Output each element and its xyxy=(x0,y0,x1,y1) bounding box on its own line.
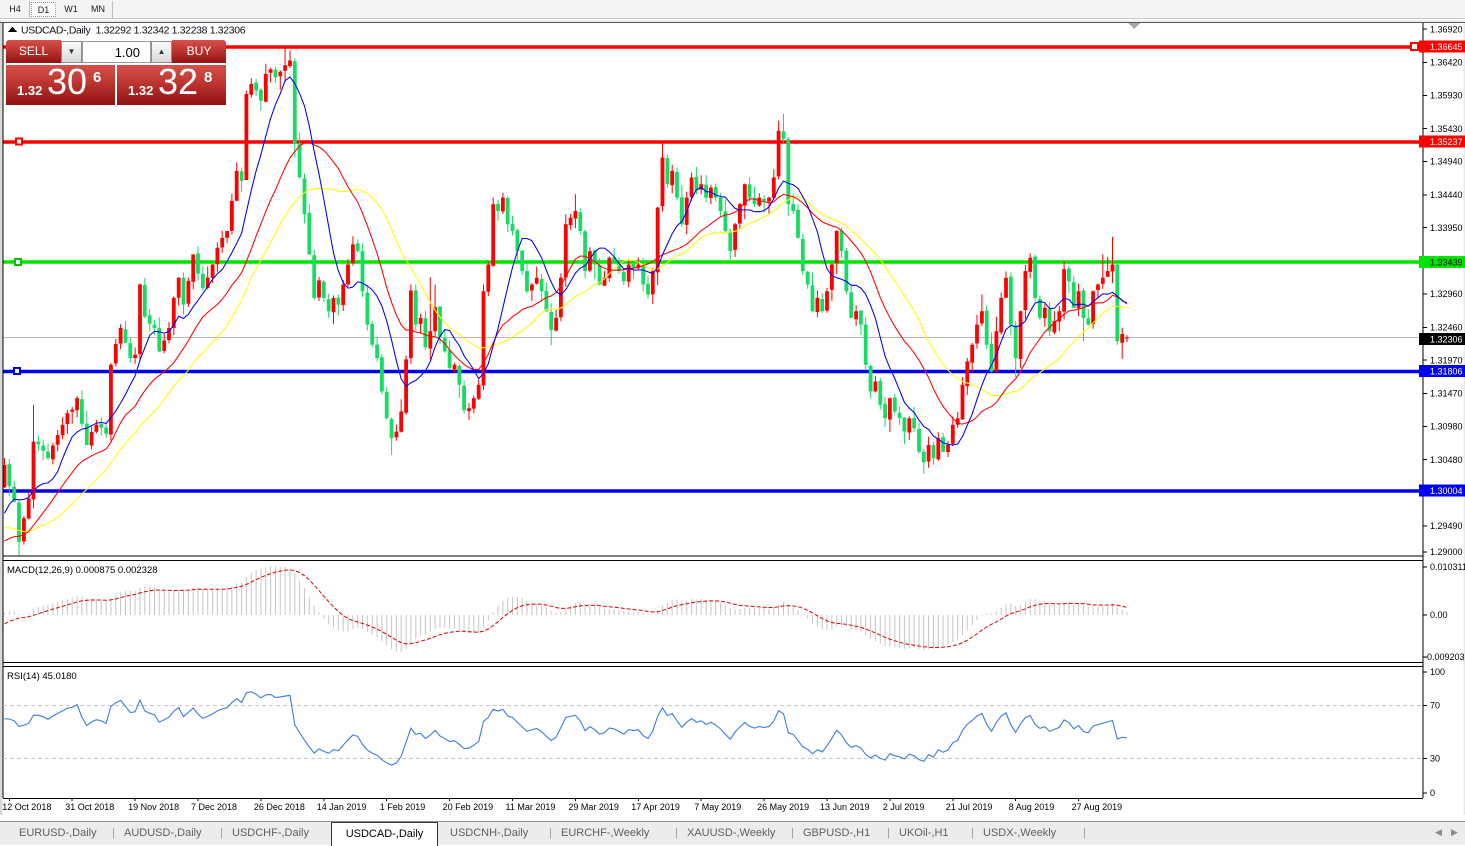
svg-text:1.36645: 1.36645 xyxy=(1430,42,1463,52)
svg-text:26 Dec 2018: 26 Dec 2018 xyxy=(254,802,305,812)
svg-text:USDCAD-,Daily 1.32292 1.32342: USDCAD-,Daily 1.32292 1.32342 1.32238 1.… xyxy=(21,26,246,37)
svg-text:1.31806: 1.31806 xyxy=(1430,367,1463,377)
svg-text:1.30004: 1.30004 xyxy=(1430,486,1463,496)
svg-text:1 Feb 2019: 1 Feb 2019 xyxy=(380,802,426,812)
svg-text:1.31970: 1.31970 xyxy=(1430,355,1463,365)
svg-text:17 Apr 2019: 17 Apr 2019 xyxy=(631,802,680,812)
svg-text:31 Oct 2018: 31 Oct 2018 xyxy=(65,802,114,812)
svg-text:RSI(14) 45.0180: RSI(14) 45.0180 xyxy=(7,671,77,682)
svg-text:1.32460: 1.32460 xyxy=(1430,323,1463,333)
svg-text:1.32960: 1.32960 xyxy=(1430,289,1463,299)
svg-text:0.00: 0.00 xyxy=(1430,610,1448,620)
svg-text:-0.009203: -0.009203 xyxy=(1424,652,1465,662)
svg-text:1.30480: 1.30480 xyxy=(1430,455,1463,465)
svg-text:100: 100 xyxy=(1430,667,1445,677)
svg-text:1.35430: 1.35430 xyxy=(1430,124,1463,134)
svg-text:0.010311: 0.010311 xyxy=(1430,562,1465,572)
svg-text:1.29490: 1.29490 xyxy=(1430,521,1463,531)
svg-text:14 Jan 2019: 14 Jan 2019 xyxy=(317,802,367,812)
svg-text:1.33439: 1.33439 xyxy=(1430,258,1463,268)
svg-text:1.30980: 1.30980 xyxy=(1430,422,1463,432)
svg-text:13 Jun 2019: 13 Jun 2019 xyxy=(820,802,870,812)
svg-text:1.33950: 1.33950 xyxy=(1430,223,1463,233)
svg-text:1.29000: 1.29000 xyxy=(1430,547,1463,557)
svg-text:MACD(12,26,9) 0.000875 0.00232: MACD(12,26,9) 0.000875 0.002328 xyxy=(7,565,158,576)
svg-text:1.36420: 1.36420 xyxy=(1430,58,1463,68)
svg-text:1.35930: 1.35930 xyxy=(1430,91,1463,101)
svg-text:12 Oct 2018: 12 Oct 2018 xyxy=(2,802,51,812)
svg-text:1.31470: 1.31470 xyxy=(1430,389,1463,399)
svg-text:26 May 2019: 26 May 2019 xyxy=(757,802,809,812)
svg-text:30: 30 xyxy=(1430,753,1440,763)
svg-text:29 Mar 2019: 29 Mar 2019 xyxy=(568,802,619,812)
svg-text:20 Feb 2019: 20 Feb 2019 xyxy=(443,802,494,812)
svg-text:19 Nov 2018: 19 Nov 2018 xyxy=(128,802,179,812)
svg-text:8 Aug 2019: 8 Aug 2019 xyxy=(1009,802,1055,812)
svg-text:0: 0 xyxy=(1430,788,1435,798)
svg-text:1.35237: 1.35237 xyxy=(1430,137,1463,147)
svg-text:7 Dec 2018: 7 Dec 2018 xyxy=(191,802,237,812)
svg-text:7 May 2019: 7 May 2019 xyxy=(694,802,741,812)
svg-text:1.34940: 1.34940 xyxy=(1430,157,1463,167)
svg-text:70: 70 xyxy=(1430,701,1440,711)
svg-text:1.32306: 1.32306 xyxy=(1430,335,1463,345)
svg-text:27 Aug 2019: 27 Aug 2019 xyxy=(1072,802,1123,812)
svg-text:11 Mar 2019: 11 Mar 2019 xyxy=(506,802,556,812)
svg-text:1.34440: 1.34440 xyxy=(1430,190,1463,200)
svg-text:1.36920: 1.36920 xyxy=(1430,24,1463,34)
svg-text:2 Jul 2019: 2 Jul 2019 xyxy=(883,802,925,812)
svg-text:21 Jul 2019: 21 Jul 2019 xyxy=(946,802,993,812)
